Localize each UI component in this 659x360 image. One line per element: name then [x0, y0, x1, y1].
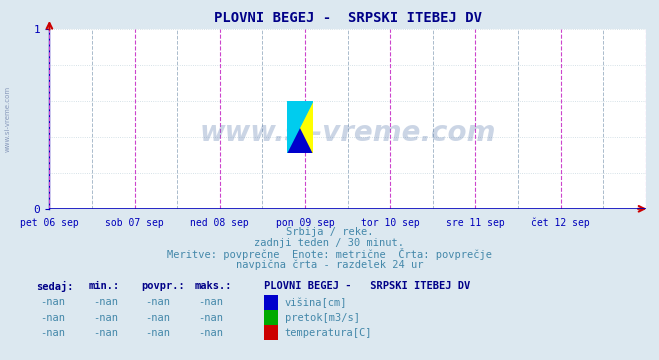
Text: čet 12 sep: čet 12 sep	[531, 218, 590, 228]
Text: -nan: -nan	[40, 312, 65, 323]
Text: maks.:: maks.:	[194, 281, 232, 291]
Text: -nan: -nan	[198, 297, 223, 307]
Text: www.si-vreme.com: www.si-vreme.com	[200, 119, 496, 147]
Text: Meritve: povprečne  Enote: metrične  Črta: povprečje: Meritve: povprečne Enote: metrične Črta:…	[167, 248, 492, 260]
Text: -nan: -nan	[93, 312, 118, 323]
Text: višina[cm]: višina[cm]	[285, 297, 347, 307]
Text: pet 06 sep: pet 06 sep	[20, 218, 79, 228]
Title: PLOVNI BEGEJ -  SRPSKI ITEBEJ DV: PLOVNI BEGEJ - SRPSKI ITEBEJ DV	[214, 11, 482, 25]
Text: -nan: -nan	[146, 328, 171, 338]
Text: tor 10 sep: tor 10 sep	[361, 218, 420, 228]
Text: Srbija / reke.: Srbija / reke.	[286, 227, 373, 237]
Text: -nan: -nan	[198, 312, 223, 323]
Text: min.:: min.:	[89, 281, 120, 291]
Text: pon 09 sep: pon 09 sep	[275, 218, 334, 228]
Text: -nan: -nan	[40, 328, 65, 338]
Text: ned 08 sep: ned 08 sep	[190, 218, 249, 228]
Text: sedaj:: sedaj:	[36, 281, 74, 292]
Text: sre 11 sep: sre 11 sep	[446, 218, 505, 228]
Text: -nan: -nan	[146, 297, 171, 307]
Text: temperatura[C]: temperatura[C]	[285, 328, 372, 338]
Text: pretok[m3/s]: pretok[m3/s]	[285, 312, 360, 323]
Text: sob 07 sep: sob 07 sep	[105, 218, 164, 228]
Text: -nan: -nan	[93, 328, 118, 338]
Text: PLOVNI BEGEJ -   SRPSKI ITEBEJ DV: PLOVNI BEGEJ - SRPSKI ITEBEJ DV	[264, 281, 470, 291]
Text: zadnji teden / 30 minut.: zadnji teden / 30 minut.	[254, 238, 405, 248]
Polygon shape	[287, 101, 313, 153]
Text: -nan: -nan	[146, 312, 171, 323]
Polygon shape	[287, 101, 313, 153]
Text: -nan: -nan	[93, 297, 118, 307]
Text: povpr.:: povpr.:	[142, 281, 185, 291]
Text: www.si-vreme.com: www.si-vreme.com	[5, 86, 11, 152]
Text: navpična črta - razdelek 24 ur: navpična črta - razdelek 24 ur	[236, 259, 423, 270]
Text: -nan: -nan	[40, 297, 65, 307]
Text: -nan: -nan	[198, 328, 223, 338]
Polygon shape	[287, 101, 313, 153]
